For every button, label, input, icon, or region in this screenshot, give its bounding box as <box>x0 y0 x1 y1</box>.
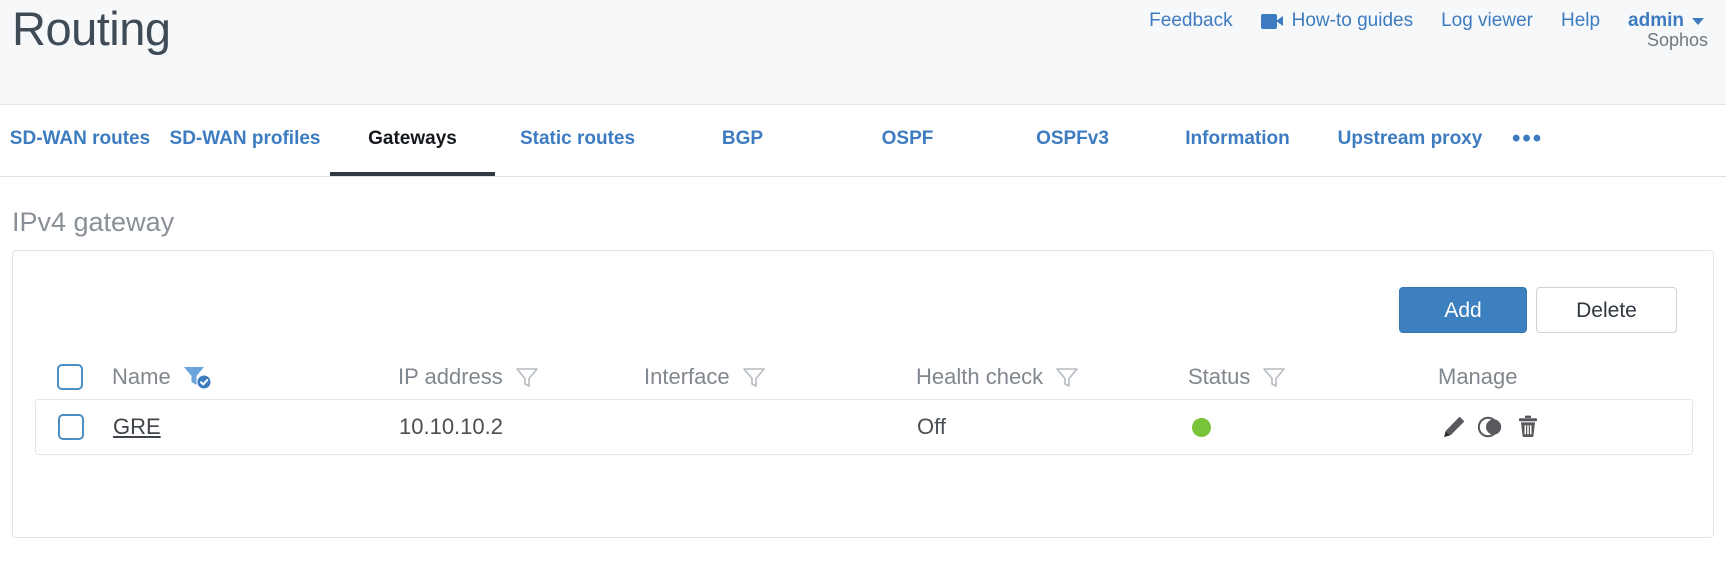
nav-feedback[interactable]: Feedback <box>1149 10 1233 31</box>
column-label-manage: Manage <box>1438 364 1518 389</box>
pencil-icon[interactable] <box>1441 414 1467 440</box>
delete-button[interactable]: Delete <box>1536 287 1677 333</box>
column-header-ip-address: IP address <box>398 364 644 390</box>
filter-icon-ip-address[interactable] <box>514 365 540 389</box>
chevron-down-icon <box>1692 17 1704 25</box>
gateway-table: Name IP address <box>35 355 1693 455</box>
column-label-name: Name <box>112 364 171 389</box>
column-header-health-check: Health check <box>916 364 1188 390</box>
video-camera-icon <box>1260 13 1283 29</box>
table-row[interactable]: GRE 10.10.10.2 Off <box>35 399 1693 455</box>
nav-how-to-guides-label: How-to guides <box>1291 10 1414 31</box>
health-check-value: Off <box>917 414 946 439</box>
tab-bar: SD-WAN routes SD-WAN profiles Gateways S… <box>0 105 1726 177</box>
cell-health-check: Off <box>917 414 1189 440</box>
trash-icon[interactable] <box>1515 414 1541 440</box>
section-title: IPv4 gateway <box>12 207 175 237</box>
tab-sd-wan-routes[interactable]: SD-WAN routes <box>9 127 151 149</box>
select-all-cell <box>35 364 112 390</box>
tab-upstream-proxy[interactable]: Upstream proxy <box>1337 127 1483 149</box>
ip-address-value: 10.10.10.2 <box>399 414 503 439</box>
column-header-manage: Manage <box>1438 364 1693 390</box>
page-title: Routing <box>12 2 171 55</box>
column-label-ip-address: IP address <box>398 364 503 389</box>
tab-sd-wan-profiles[interactable]: SD-WAN profiles <box>169 127 321 149</box>
tab-static-routes[interactable]: Static routes <box>519 127 636 149</box>
gateway-name-link[interactable]: GRE <box>113 414 161 439</box>
cell-name: GRE <box>113 414 399 440</box>
manage-actions <box>1441 414 1541 440</box>
filter-icon-status[interactable] <box>1261 365 1287 389</box>
column-header-name: Name <box>112 364 398 390</box>
page-header: Routing Feedback How-to guides Log viewe… <box>0 0 1726 105</box>
cell-ip-address: 10.10.10.2 <box>399 414 645 440</box>
column-label-interface: Interface <box>644 364 730 389</box>
tab-gateways[interactable]: Gateways <box>330 105 495 176</box>
cell-manage <box>1439 414 1692 440</box>
status-indicator-dot <box>1192 417 1211 437</box>
nav-how-to-guides[interactable]: How-to guides <box>1247 2 1427 40</box>
column-header-status: Status <box>1188 364 1438 390</box>
cell-status <box>1189 417 1439 437</box>
filter-icon-health-check[interactable] <box>1054 365 1080 389</box>
column-label-status: Status <box>1188 364 1251 389</box>
column-label-health-check: Health check <box>916 364 1044 389</box>
row-checkbox[interactable] <box>58 414 84 440</box>
gateway-card: Add Delete Name <box>12 250 1714 538</box>
row-select-cell <box>36 414 113 440</box>
tab-information[interactable]: Information <box>1185 127 1290 149</box>
admin-menu[interactable]: admin <box>1614 10 1708 32</box>
filter-icon-interface[interactable] <box>741 365 767 389</box>
select-all-checkbox[interactable] <box>57 364 83 390</box>
toggle-circle-icon[interactable] <box>1478 414 1504 440</box>
nav-log-viewer[interactable]: Log viewer <box>1441 10 1533 31</box>
add-button[interactable]: Add <box>1399 287 1527 333</box>
tenant-name: Sophos <box>1646 30 1708 50</box>
tab-overflow-ellipsis-icon[interactable]: ••• <box>1512 124 1544 152</box>
tab-ospfv3[interactable]: OSPFv3 <box>1036 127 1109 149</box>
column-header-interface: Interface <box>644 364 916 390</box>
card-action-buttons: Add Delete <box>1399 287 1677 333</box>
tab-ospf[interactable]: OSPF <box>881 127 934 149</box>
tab-bgp[interactable]: BGP <box>721 127 764 149</box>
nav-help[interactable]: Help <box>1560 10 1601 31</box>
filter-icon-name-active[interactable] <box>182 364 212 390</box>
utility-nav: Feedback How-to guides Log viewer Help a… <box>1135 2 1708 40</box>
table-header-row: Name IP address <box>35 355 1693 399</box>
admin-menu-label: admin <box>1628 10 1684 31</box>
